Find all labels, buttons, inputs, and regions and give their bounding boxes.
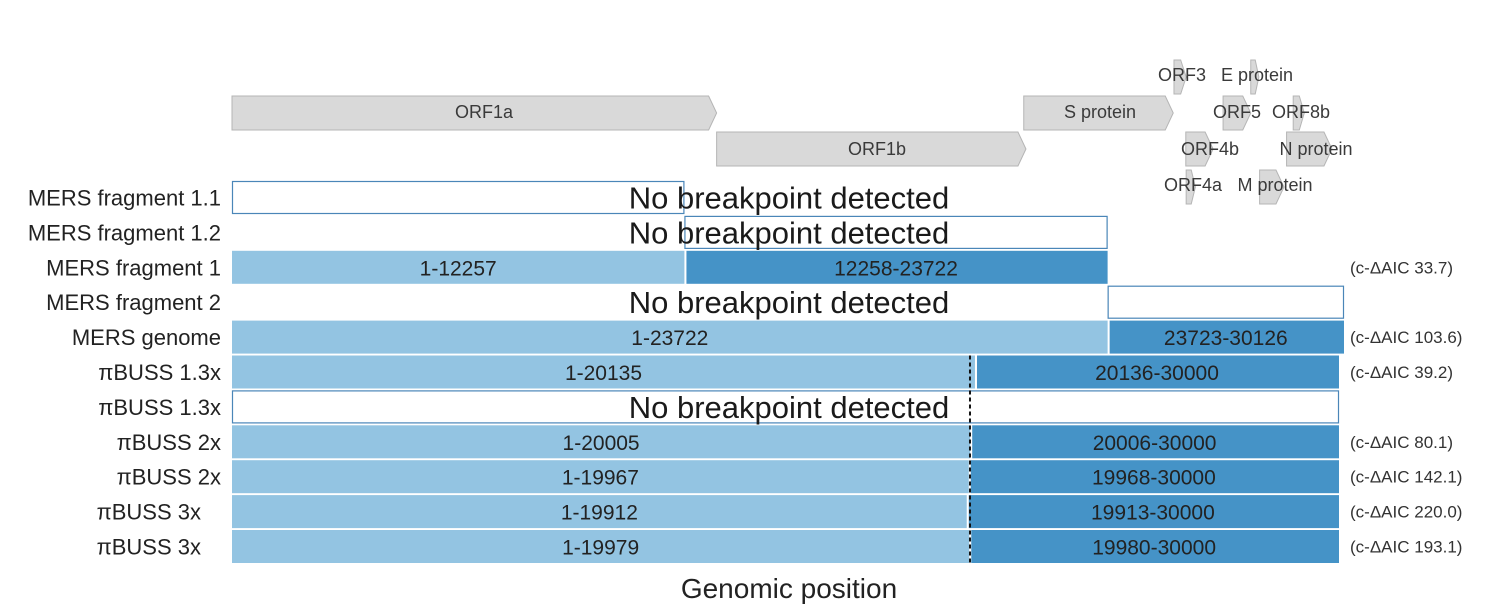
gene-label-e-protein: E protein [1221, 65, 1293, 85]
gene-label-orf1b: ORF1b [848, 139, 906, 159]
segment-label: 1-19967 [562, 467, 639, 490]
segment-label: 19913-30000 [1091, 502, 1215, 525]
segment-bar [232, 530, 970, 563]
row-label: MERS fragment 1.1 [28, 186, 221, 211]
gene-arrow-orf4b [1185, 131, 1214, 167]
gene-label-orf3: ORF3 [1158, 65, 1206, 85]
segment-label: 19968-30000 [1092, 467, 1216, 490]
gene-arrow-orf1a [231, 95, 718, 131]
gene-arrow-orf3 [1173, 59, 1187, 95]
empty-segment-outline [231, 180, 685, 215]
segment-bar [232, 355, 975, 389]
aic-label: (c-ΔAIC 142.1) [1350, 468, 1462, 487]
segment-bar [1109, 320, 1344, 354]
row-label: MERS fragment 1.2 [28, 220, 221, 245]
gene-label-orf1a: ORF1a [455, 102, 514, 122]
gene-arrow-orf4a [1185, 169, 1196, 205]
row-0: MERS fragment 1.1 [28, 180, 685, 215]
segment-label: 1-19912 [561, 502, 638, 525]
segment-label: 1-23722 [631, 327, 708, 350]
segment-rows: MERS fragment 1.1 MERS fragment 1.2 MERS f… [28, 180, 1462, 563]
segment-label: 1-19979 [562, 537, 639, 560]
segment-bar [232, 425, 971, 459]
empty-segment-outline [231, 390, 1340, 424]
row-label: πBUSS 1.3x [98, 395, 221, 420]
gene-arrow-orf5 [1222, 95, 1252, 131]
segment-bar [232, 320, 1108, 354]
aic-label: (c-ΔAIC 193.1) [1350, 538, 1462, 557]
gene-arrow-n-protein [1286, 131, 1333, 167]
segment-label: 20006-30000 [1093, 432, 1217, 455]
segment-label: 23723-30126 [1164, 327, 1288, 350]
row-label: πBUSS 3x [97, 500, 201, 525]
row-10: πBUSS 3x 1-19979 19980-30000 (c-ΔAIC 193.1) [97, 530, 1462, 563]
gene-arrow-orf8b [1292, 95, 1305, 131]
segment-bar [971, 530, 1339, 563]
row-3: MERS fragment 2 [46, 285, 1345, 319]
segment-label: 1-20135 [565, 362, 642, 385]
gene-map: ORF1a ORF1b S protein ORF3 E protein ORF5 ORF8… [231, 59, 1353, 205]
gene-label-m-protein: M protein [1237, 175, 1312, 195]
segment-label: 1-20005 [563, 432, 640, 455]
segment-label: 12258-23722 [834, 257, 958, 280]
no-breakpoint-label: No breakpoint detected [629, 215, 950, 250]
segment-bar [977, 355, 1339, 389]
row-label: πBUSS 2x [117, 430, 221, 455]
row-label: MERS fragment 2 [46, 290, 221, 315]
aic-label: (c-ΔAIC 220.0) [1350, 503, 1462, 522]
no-breakpoint-label: No breakpoint detected [629, 285, 950, 320]
aic-label: (c-ΔAIC 39.2) [1350, 363, 1453, 382]
aic-label: (c-ΔAIC 103.6) [1350, 328, 1462, 347]
gene-arrow-s-protein [1023, 95, 1174, 131]
x-axis-title: Genomic position [681, 573, 897, 604]
segment-bar [232, 495, 967, 529]
row-8: πBUSS 2x 1-19967 19968-30000 (c-ΔAIC 142.1) [117, 460, 1462, 494]
segment-label: 1-12257 [420, 257, 497, 280]
row-label: πBUSS 2x [117, 465, 221, 490]
gene-arrow-m-protein [1259, 169, 1285, 205]
aic-label: (c-ΔAIC 80.1) [1350, 433, 1453, 452]
segment-bar [232, 250, 685, 284]
segment-bar [232, 460, 969, 494]
gene-label-n-protein: N protein [1279, 139, 1352, 159]
gene-label-s-protein: S protein [1064, 102, 1136, 122]
row-label: MERS genome [72, 325, 221, 350]
empty-segment-outline [1107, 285, 1345, 319]
gene-label-orf8b: ORF8b [1272, 102, 1330, 122]
gene-label-orf5: ORF5 [1213, 102, 1261, 122]
row-7: πBUSS 2x 1-20005 20006-30000 (c-ΔAIC 80.1) [117, 425, 1453, 459]
segment-label: 19980-30000 [1092, 537, 1216, 560]
gene-label-orf4b: ORF4b [1181, 139, 1239, 159]
empty-segment-outline [684, 215, 1108, 249]
no-breakpoint-label: No breakpoint detected [629, 181, 950, 216]
segment-bar [972, 425, 1339, 459]
gene-label-orf4a: ORF4a [1164, 175, 1223, 195]
row-label: πBUSS 3x [97, 535, 201, 560]
row-4: MERS genome 1-23722 23723-30126 (c-ΔAIC 103… [72, 320, 1462, 354]
gene-arrow-e-protein [1250, 59, 1260, 95]
segment-label: 20136-30000 [1095, 362, 1219, 385]
gene-arrow-orf1b [716, 131, 1027, 167]
row-2: MERS fragment 1 1-12257 12258-23722 (c-ΔAIC… [46, 250, 1453, 284]
aic-label: (c-ΔAIC 33.7) [1350, 258, 1453, 277]
segment-bar [970, 460, 1339, 494]
row-5: πBUSS 1.3x 1-20135 20136-30000 (c-ΔAIC 39.2… [98, 355, 1453, 389]
row-6: πBUSS 1.3x [98, 390, 1340, 424]
segment-bar [968, 495, 1339, 529]
row-label: πBUSS 1.3x [98, 360, 221, 385]
segment-bar [686, 250, 1108, 284]
row-9: πBUSS 3x 1-19912 19913-30000 (c-ΔAIC 220.0) [97, 495, 1462, 529]
no-breakpoint-label: No breakpoint detected [629, 390, 950, 425]
row-1: MERS fragment 1.2 [28, 215, 1108, 249]
row-label: MERS fragment 1 [46, 255, 221, 280]
